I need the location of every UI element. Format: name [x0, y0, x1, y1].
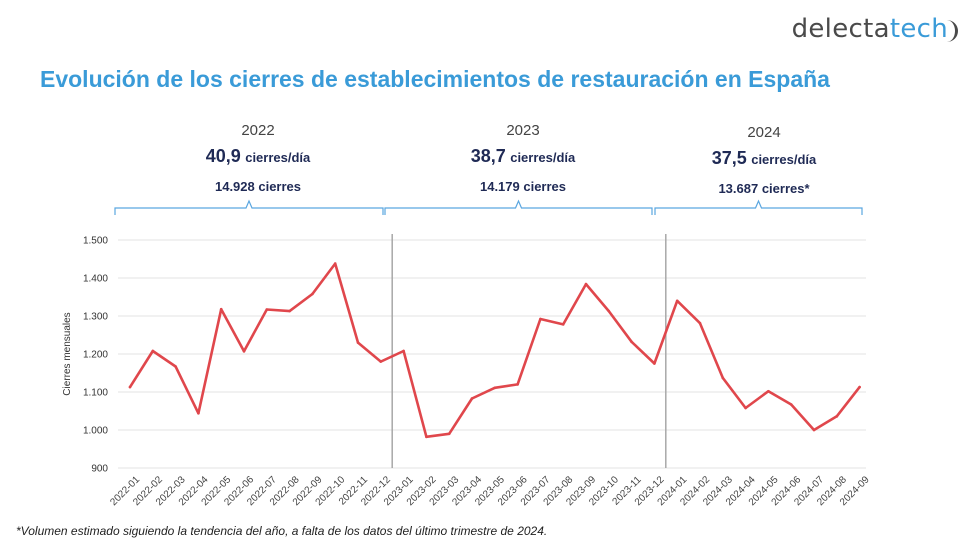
data-point	[265, 308, 269, 311]
data-point	[219, 307, 223, 311]
daily-rate-value: 38,7	[470, 146, 506, 166]
daily-rate: 37,5 cierres/día	[644, 148, 884, 169]
data-point	[607, 309, 611, 313]
daily-rate-unit: cierres/día	[510, 150, 576, 165]
footnote: *Volumen estimado siguiendo la tendencia…	[16, 524, 548, 538]
logo-text-accent: tech	[889, 14, 948, 44]
y-axis-title: Cierres mensuales	[62, 312, 73, 395]
daily-rate-unit: cierres/día	[751, 152, 817, 167]
data-point	[470, 397, 474, 400]
data-point	[539, 317, 542, 321]
daily-rate: 38,7 cierres/día	[403, 146, 643, 167]
year-label: 2022	[241, 122, 275, 139]
logo-text-main: delecta	[791, 14, 890, 44]
data-point	[721, 376, 725, 380]
year-label: 2023	[506, 122, 540, 139]
year-label: 2024	[747, 124, 781, 141]
data-point	[447, 432, 451, 436]
y-tick-label: 1.000	[83, 426, 108, 437]
y-tick-label: 1.500	[83, 236, 108, 247]
data-point	[698, 321, 702, 325]
annual-closures: 14.179 cierres	[479, 179, 567, 194]
data-point	[311, 292, 314, 296]
data-point	[402, 349, 405, 353]
data-point	[493, 386, 497, 390]
data-point	[812, 428, 816, 432]
daily-rate-value: 40,9	[205, 146, 241, 166]
data-point	[151, 349, 155, 353]
logo-swoosh-icon	[945, 20, 958, 42]
data-point	[288, 309, 291, 313]
y-tick-label: 1.400	[83, 274, 108, 285]
data-point	[425, 435, 428, 439]
data-point	[333, 262, 337, 265]
data-point	[744, 406, 747, 410]
y-tick-label: 1.300	[83, 312, 108, 323]
annual-closures: 13.687 cierres*	[718, 181, 810, 196]
year-summary-2024: 2024 37,5 cierres/día 13.687 cierres*	[644, 124, 884, 196]
page-title: Evolución de los cierres de establecimie…	[40, 66, 830, 92]
series-line-cierres	[128, 262, 861, 439]
daily-rate-value: 37,5	[711, 148, 747, 168]
brand-logo: delectatech	[791, 14, 958, 44]
daily-rate: 40,9 cierres/día	[138, 146, 378, 167]
data-point	[789, 403, 793, 406]
data-point	[128, 385, 132, 389]
year-brace	[384, 199, 653, 215]
year-brace	[114, 199, 384, 215]
data-point	[379, 360, 383, 363]
data-point	[835, 415, 839, 418]
data-point	[516, 383, 519, 386]
daily-rate-unit: cierres/día	[245, 150, 311, 165]
data-point	[630, 340, 633, 344]
y-tick-label: 1.200	[83, 350, 108, 361]
data-point	[197, 411, 200, 415]
year-brace	[654, 199, 863, 215]
data-point	[584, 282, 588, 286]
annual-closures: 14.928 cierres	[214, 179, 302, 194]
data-point	[242, 350, 246, 353]
data-point	[561, 323, 565, 326]
data-point	[653, 362, 656, 365]
data-point	[356, 341, 360, 344]
data-point	[675, 299, 679, 303]
year-summary-2022: 2022 40,9 cierres/día 14.928 cierres	[138, 122, 378, 194]
data-point	[767, 389, 770, 393]
data-point	[858, 385, 861, 389]
data-point	[174, 365, 177, 368]
y-tick-label: 1.100	[83, 388, 108, 399]
y-tick-label: 900	[91, 464, 108, 475]
year-summary-2023: 2023 38,7 cierres/día 14.179 cierres	[403, 122, 643, 194]
